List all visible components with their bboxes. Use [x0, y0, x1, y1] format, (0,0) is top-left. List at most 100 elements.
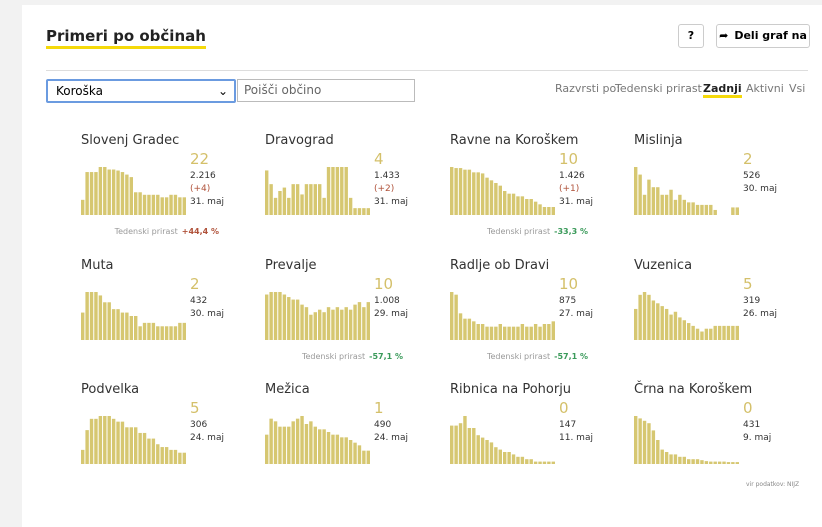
- bar: [660, 306, 664, 340]
- bar: [269, 292, 273, 340]
- weekly: Tedenski prirast +44,4 %: [61, 227, 219, 236]
- tile-name: Črna na Koroškem: [634, 382, 753, 397]
- bar: [107, 302, 111, 340]
- latest-count: 4: [374, 150, 384, 168]
- bar: [678, 317, 682, 340]
- total: 1.433: [374, 171, 400, 181]
- bar: [551, 321, 555, 340]
- bar: [94, 418, 98, 464]
- bar: [682, 456, 686, 464]
- bar: [282, 294, 287, 340]
- bar: [651, 187, 656, 215]
- bar: [467, 169, 472, 215]
- bar: [366, 208, 370, 215]
- weekly: Tedenski prirast -57,1 %: [245, 352, 403, 361]
- bar: [291, 421, 295, 464]
- bar: [551, 461, 555, 464]
- tile-name: Mežica: [265, 382, 310, 397]
- bar: [169, 194, 173, 215]
- latest-count: 10: [374, 275, 394, 293]
- bar: [278, 292, 282, 340]
- weekly-label: Tedenski prirast: [114, 227, 178, 236]
- bar: [366, 450, 370, 464]
- region-select[interactable]: Koroška ⌄: [46, 79, 236, 103]
- bar: [335, 307, 340, 340]
- bar: [134, 316, 138, 340]
- mini-chart: [265, 292, 370, 340]
- bar: [713, 325, 717, 340]
- bar: [331, 434, 335, 464]
- bar: [458, 423, 463, 464]
- bar: [678, 456, 682, 464]
- sort-option[interactable]: Vsi: [789, 82, 806, 95]
- sort-option[interactable]: Zadnji: [703, 82, 742, 98]
- weekly-value: -57,1 %: [554, 352, 588, 361]
- search-input[interactable]: Poišči občino: [237, 79, 415, 102]
- bar: [660, 194, 664, 215]
- tile-name: Ravne na Koroškem: [450, 133, 579, 148]
- bar: [709, 328, 713, 340]
- bar: [538, 204, 542, 215]
- mini-chart: [265, 416, 370, 464]
- bar: [164, 197, 169, 215]
- share-button[interactable]: ➦ Deli graf na: [716, 24, 810, 48]
- bar: [673, 311, 678, 340]
- mini-chart: [81, 167, 186, 215]
- bar: [463, 416, 467, 464]
- bar: [147, 438, 151, 464]
- bar: [651, 430, 656, 464]
- bar: [134, 427, 138, 464]
- bar: [525, 459, 529, 464]
- bar: [485, 440, 489, 464]
- bar: [542, 461, 547, 464]
- bar: [107, 169, 111, 215]
- bar: [450, 292, 454, 340]
- bar: [503, 191, 507, 215]
- bar: [713, 461, 717, 464]
- bar: [116, 421, 120, 464]
- source: vir podatkov: NIJZ: [746, 481, 800, 488]
- bar: [103, 302, 107, 340]
- bar: [525, 326, 529, 340]
- bar: [89, 172, 94, 215]
- bar: [731, 462, 735, 464]
- bar: [89, 292, 94, 340]
- bar: [120, 421, 125, 464]
- bar: [85, 172, 89, 215]
- bar: [313, 426, 317, 464]
- bar: [182, 322, 186, 340]
- date: 31. maj: [374, 197, 408, 207]
- help-button[interactable]: ?: [678, 24, 704, 48]
- bar: [98, 416, 103, 464]
- mini-chart: [265, 167, 370, 215]
- bar: [669, 454, 673, 464]
- bar: [107, 416, 111, 464]
- sort-label: Razvrsti po:: [555, 82, 620, 95]
- bar: [164, 447, 169, 464]
- bar: [520, 196, 525, 215]
- bar: [695, 328, 700, 340]
- bar: [309, 184, 313, 215]
- total: 306: [190, 420, 208, 430]
- bar: [173, 326, 178, 340]
- bar: [98, 295, 103, 340]
- bar: [547, 461, 551, 464]
- title: Primeri po občinah: [46, 27, 206, 49]
- bar: [81, 199, 85, 215]
- bar: [353, 208, 357, 215]
- bar: [494, 447, 498, 464]
- bar: [295, 418, 300, 464]
- bar: [111, 418, 116, 464]
- bar: [498, 324, 502, 340]
- bar: [335, 434, 340, 464]
- bar: [669, 189, 673, 215]
- bar: [178, 452, 182, 464]
- bar: [476, 435, 480, 464]
- sort-option[interactable]: Aktivni: [746, 82, 784, 95]
- sort-option[interactable]: Tedenski prirast: [615, 82, 702, 95]
- bar: [178, 197, 182, 215]
- bar: [472, 172, 476, 215]
- bar: [340, 437, 344, 464]
- total: 147: [559, 420, 577, 430]
- bar: [81, 449, 85, 464]
